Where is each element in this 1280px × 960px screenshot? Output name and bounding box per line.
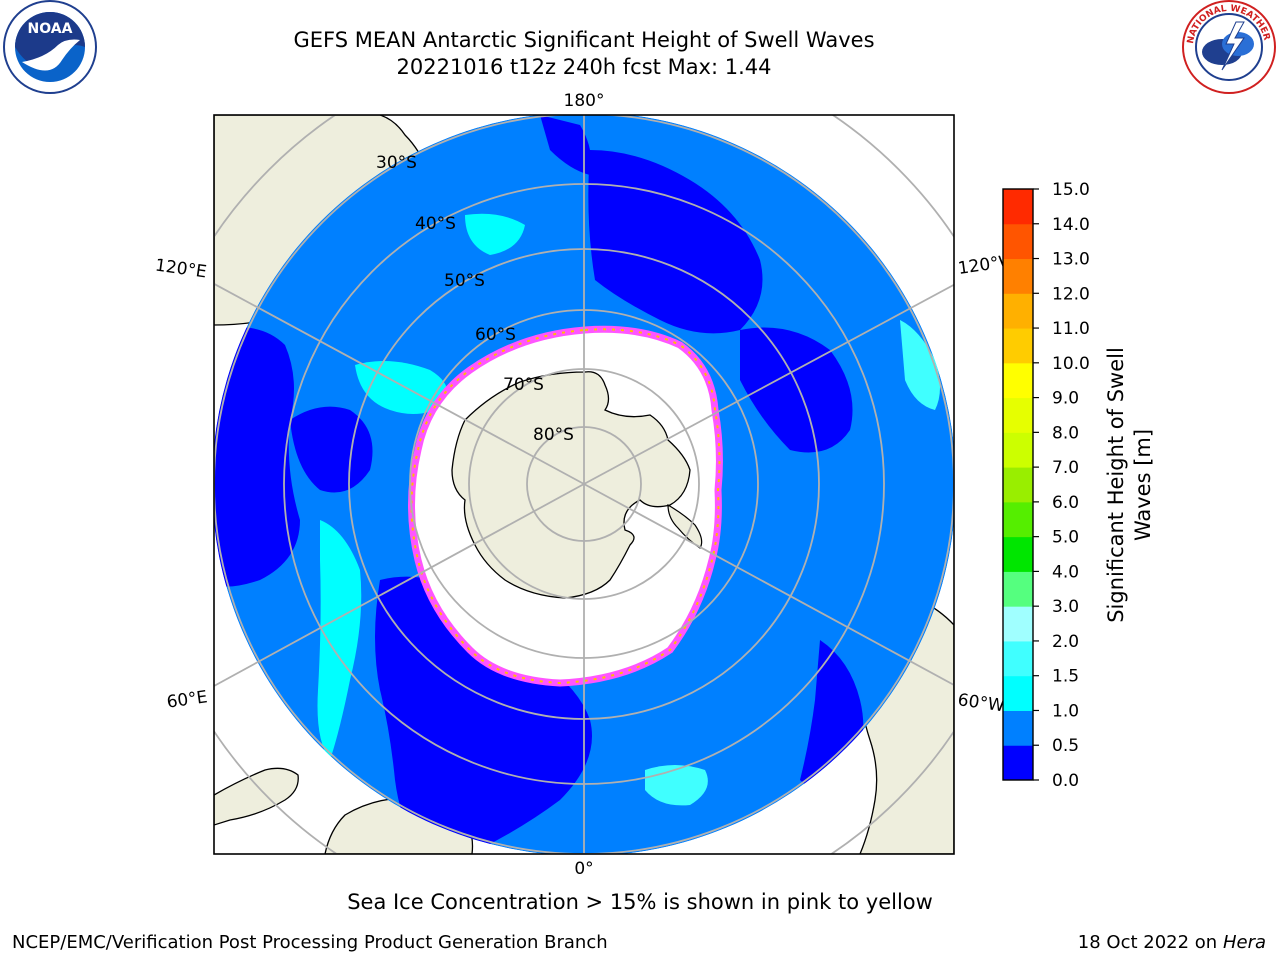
lon-label-0: 0°	[574, 859, 593, 879]
colorbar-segment	[1003, 536, 1033, 572]
footer-left: NCEP/EMC/Verification Post Processing Pr…	[12, 932, 608, 953]
colorbar: 0.0 0.5 1.0 1.5 2.0 3.0 4.0 5.0 6.0 7.0 8.0 9.0 10.0…	[1002, 180, 1090, 791]
colorbar-segment	[1003, 293, 1033, 329]
sea-ice-note: Sea Ice Concentration > 15% is shown in …	[347, 890, 933, 914]
colorbar-segment	[1003, 571, 1033, 607]
colorbar-tick-label: 1.5	[1052, 667, 1079, 687]
chart-subtitle: 20221016 t12z 240h fcst Max: 1.44	[396, 55, 772, 79]
colorbar-frame	[1002, 188, 1034, 781]
lon-label-180: 180°	[564, 91, 605, 111]
nws-logo: NATIONAL WEATHER SERVICE	[0, 0, 1276, 94]
colorbar-segment	[1003, 432, 1033, 468]
colorbar-tick-label: 0.0	[1052, 771, 1079, 791]
colorbar-segment	[1003, 223, 1033, 260]
sea-ice-yellow	[410, 328, 721, 685]
lat-label-60s: 60°S	[475, 325, 516, 345]
colorbar-tick-label: 0.5	[1052, 736, 1079, 756]
swell-high-southwest	[317, 520, 362, 760]
swell-low-northeast	[588, 150, 763, 334]
colorbar-tick-label: 11.0	[1052, 319, 1090, 339]
lon-label-120e: 120°E	[154, 255, 208, 282]
graticule	[214, 115, 954, 854]
antarctica-land	[451, 371, 691, 599]
swell-high-east	[900, 320, 940, 410]
lat-label-80s: 80°S	[533, 425, 574, 445]
footer-right: 18 Oct 2022 on Hera	[1078, 932, 1266, 953]
swell-low-west	[214, 327, 300, 587]
map-area: 30°S 40°S 50°S 60°S 70°S 80°S	[214, 115, 954, 854]
noaa-logo-text: NOAA	[28, 21, 73, 37]
colorbar-tick-label: 10.0	[1052, 354, 1090, 374]
colorbar-segment	[1003, 362, 1033, 399]
colorbar-segment	[1003, 675, 1033, 711]
colorbar-label: Significant Height of Swell Waves [m]	[1104, 347, 1155, 623]
footer-machine: Hera	[1222, 932, 1266, 953]
colorbar-segment	[1003, 640, 1033, 677]
colorbar-label-line1: Significant Height of Swell	[1104, 347, 1128, 623]
colorbar-segment	[1003, 189, 1033, 225]
colorbar-tick-label: 14.0	[1052, 215, 1090, 235]
swell-high-south	[645, 765, 708, 806]
noaa-logo: NOAA	[3, 0, 97, 94]
colorbar-tick-label: 5.0	[1052, 528, 1079, 548]
nws-ring-text: NATIONAL WEATHER SERVICE	[0, 0, 1272, 45]
colorbar-segment	[1003, 710, 1033, 746]
colorbar-tick-label: 2.0	[1052, 632, 1079, 652]
colorbar-segment	[1003, 467, 1033, 503]
svg-text:NATIONAL WEATHER SERVICE: NATIONAL WEATHER SERVICE	[0, 0, 1272, 45]
colorbar-tick-label: 4.0	[1052, 562, 1079, 582]
swell-low-south	[375, 576, 592, 854]
colorbar-tick-label: 8.0	[1052, 423, 1079, 443]
lon-label-60e: 60°E	[166, 687, 209, 712]
colorbar-segment	[1003, 606, 1033, 642]
lat-label-40s: 40°S	[415, 214, 456, 234]
colorbar-tick-label: 1.0	[1052, 701, 1079, 721]
lat-label-30s: 30°S	[376, 153, 417, 173]
lon-label-60w: 60°W	[956, 690, 1005, 716]
colorbar-tick-label: 13.0	[1052, 250, 1090, 270]
colorbar-tick-label: 15.0	[1052, 180, 1090, 200]
lat-label-50s: 50°S	[444, 271, 485, 291]
chart-title: GEFS MEAN Antarctic Significant Height o…	[293, 28, 875, 52]
colorbar-segment	[1003, 258, 1033, 294]
colorbar-segment	[1003, 501, 1033, 538]
colorbar-segment	[1003, 745, 1033, 781]
lat-label-70s: 70°S	[503, 375, 544, 395]
colorbar-tick-label: 3.0	[1052, 597, 1079, 617]
colorbar-segment	[1003, 328, 1033, 364]
colorbar-segment	[1003, 397, 1033, 433]
colorbar-tick-label: 12.0	[1052, 284, 1090, 304]
swell-high-west	[355, 361, 448, 414]
colorbar-tick-label: 9.0	[1052, 389, 1079, 409]
ocean-field	[214, 115, 954, 854]
colorbar-label-line2: Waves [m]	[1131, 429, 1155, 541]
madagascar-land	[214, 767, 299, 826]
map-frame	[213, 114, 955, 855]
footer-date: 18 Oct 2022 on	[1077, 932, 1223, 953]
colorbar-tick-label: 7.0	[1052, 458, 1079, 478]
colorbar-tick-label: 6.0	[1052, 493, 1079, 513]
